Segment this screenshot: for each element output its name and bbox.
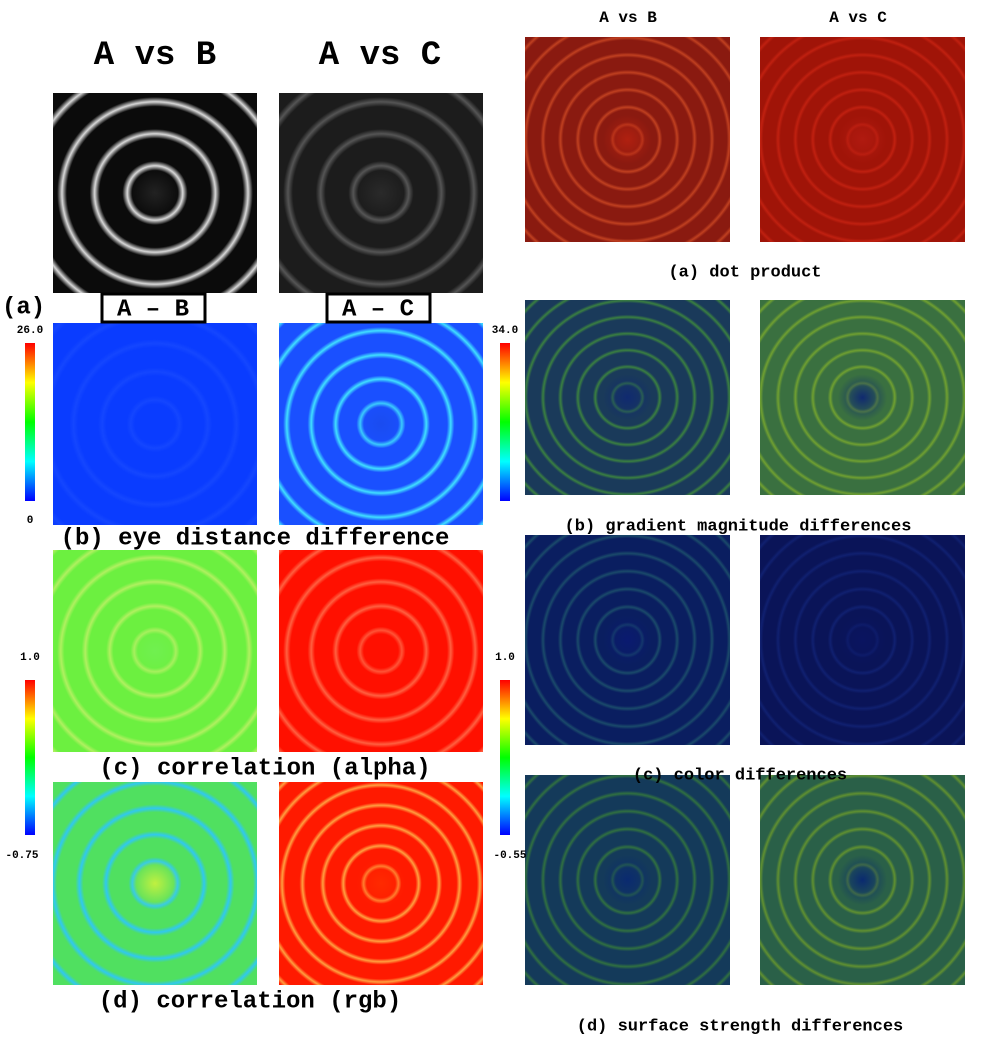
caption: (c) correlation (alpha) — [99, 755, 430, 782]
colorbar-min: 0 — [27, 515, 34, 527]
colorbar-min: -0.75 — [5, 850, 38, 862]
caption: (d) correlation (rgb) — [99, 988, 401, 1015]
center-spot — [525, 300, 730, 495]
diff-label: A – C — [342, 296, 414, 323]
center-spot — [525, 775, 730, 985]
center-spot — [53, 323, 257, 525]
caption: (c) color differences — [633, 766, 847, 785]
caption: (b) eye distance difference — [61, 525, 450, 552]
diff-label: A – B — [117, 296, 189, 323]
header: A vs C — [829, 9, 887, 27]
center-spot — [53, 782, 257, 985]
colorbar-max: 34.0 — [492, 325, 518, 337]
colorbar — [500, 343, 510, 501]
center-spot — [279, 93, 483, 293]
center-spot — [525, 37, 730, 242]
colorbar — [25, 343, 35, 501]
row-label: (a) — [2, 294, 45, 321]
caption: (b) gradient magnitude differences — [565, 517, 912, 536]
center-spot — [53, 550, 257, 752]
center-spot — [760, 300, 965, 495]
center-spot — [279, 782, 483, 985]
header: A vs C — [319, 37, 441, 75]
center-spot — [279, 323, 483, 525]
caption: (a) dot product — [668, 263, 821, 282]
center-spot — [53, 93, 257, 293]
center-spot — [760, 37, 965, 242]
colorbar-max: 1.0 — [20, 652, 40, 664]
header: A vs B — [94, 37, 216, 75]
image-panels — [53, 37, 965, 985]
header: A vs B — [599, 9, 657, 27]
colorbar-max: 26.0 — [17, 325, 43, 337]
colorbar-max: 1.0 — [495, 652, 515, 664]
colorbar-min: -0.55 — [493, 850, 526, 862]
center-spot — [525, 535, 730, 745]
center-spot — [279, 550, 483, 752]
center-spot — [760, 535, 965, 745]
figure: A vs B A vs C (a) A – B A – C 26.0 0 34.… — [0, 0, 992, 1041]
colorbar — [500, 680, 510, 835]
caption: (d) surface strength differences — [577, 1017, 903, 1036]
center-spot — [760, 775, 965, 985]
colorbar — [25, 680, 35, 835]
